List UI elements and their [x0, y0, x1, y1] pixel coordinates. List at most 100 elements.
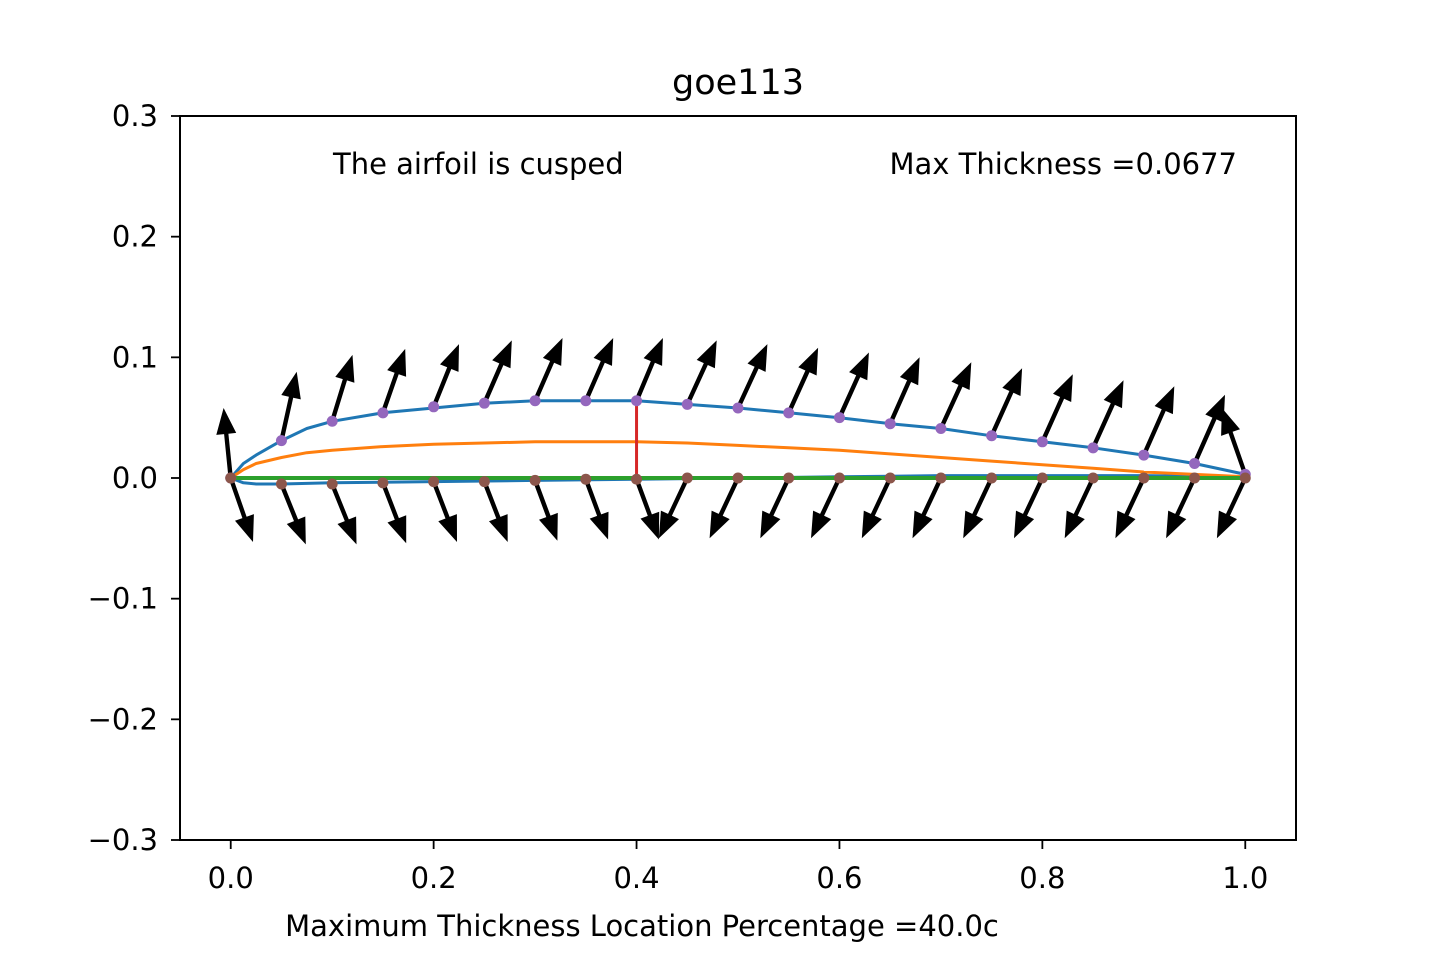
- cusped-annotation: The airfoil is cusped: [332, 147, 624, 181]
- lower-normal-arrow: [380, 482, 407, 544]
- series-line-1: [229, 440, 1246, 480]
- lower-point: [1138, 472, 1150, 484]
- upper-normal-arrow: [482, 340, 512, 405]
- lower-normal-arrow: [811, 477, 842, 539]
- x-tick-label: 0.8: [1019, 861, 1065, 895]
- y-tick-label: 0.0: [112, 461, 158, 495]
- upper-normal-arrow: [380, 348, 407, 414]
- upper-point: [783, 407, 795, 419]
- lower-point: [326, 478, 338, 490]
- lower-point: [275, 478, 287, 490]
- lower-point: [478, 476, 490, 488]
- lower-normal-arrow: [431, 480, 457, 542]
- upper-normal-arrow: [533, 338, 563, 402]
- lower-normal-arrow: [1216, 477, 1248, 539]
- upper-point: [986, 430, 998, 442]
- lower-normal-arrow: [963, 477, 994, 539]
- lower-point: [935, 472, 947, 484]
- lower-normal-arrow: [658, 477, 690, 539]
- upper-normal-arrow: [989, 368, 1023, 437]
- lower-normal-arrow: [1115, 477, 1146, 539]
- x-tick-label: 0.4: [613, 861, 659, 895]
- lower-point: [1189, 472, 1201, 484]
- upper-point: [580, 395, 592, 407]
- upper-point: [377, 407, 389, 419]
- lower-normal-arrow: [861, 477, 893, 539]
- x-tick-label: 0.6: [816, 861, 862, 895]
- upper-point: [631, 395, 643, 407]
- lower-point: [1239, 472, 1251, 484]
- upper-point: [326, 415, 338, 427]
- x-tick-label: 0.0: [208, 861, 254, 895]
- lower-normal-arrow: [912, 477, 943, 539]
- upper-point: [833, 412, 845, 424]
- ticks: 0.0 0.2 0.4 0.6 0.8 1.0 −0.3 −0.2 −0.1 0.0 0.1 0.2 0…: [88, 99, 1269, 895]
- upper-point: [1087, 442, 1099, 454]
- upper-normal-arrow: [279, 371, 301, 442]
- y-tick-label: −0.1: [88, 582, 158, 616]
- lower-normal-arrow: [1064, 477, 1096, 539]
- lower-normal-arrow: [228, 477, 254, 542]
- lower-point: [580, 473, 592, 485]
- upper-point: [428, 401, 440, 413]
- lower-normal-arrow: [482, 480, 508, 542]
- lower-point: [377, 477, 389, 489]
- lower-point: [681, 472, 693, 484]
- x-tick-label: 0.2: [411, 861, 457, 895]
- lower-normal-arrow: [709, 477, 740, 539]
- upper-normal-arrow: [330, 354, 355, 422]
- x-axis-label: Maximum Thickness Location Percentage =4…: [285, 909, 999, 943]
- lower-point: [986, 472, 998, 484]
- upper-point: [884, 418, 896, 430]
- upper-normal-arrow: [583, 338, 614, 402]
- y-tick-label: 0.2: [112, 220, 158, 254]
- lower-normal-arrow: [279, 483, 306, 545]
- lower-point: [428, 476, 440, 488]
- lower-point: [225, 472, 237, 484]
- upper-point: [275, 435, 287, 447]
- lower-point: [884, 472, 896, 484]
- upper-point: [732, 402, 744, 414]
- upper-normal-arrow: [216, 408, 237, 479]
- upper-point: [681, 398, 693, 410]
- x-tick-label: 1.0: [1222, 861, 1268, 895]
- upper-point: [1036, 436, 1048, 448]
- upper-normal-arrow: [736, 344, 768, 409]
- upper-point: [935, 423, 947, 435]
- upper-point: [1138, 449, 1150, 461]
- upper-normal-arrow: [938, 362, 972, 430]
- upper-normal-arrow: [786, 347, 819, 414]
- upper-point: [1189, 458, 1201, 470]
- lower-normal-arrow: [1166, 477, 1197, 539]
- lower-normal-arrow: [760, 477, 791, 539]
- lower-point: [1087, 472, 1099, 484]
- lower-point: [783, 472, 795, 484]
- lower-normal-arrow: [533, 479, 558, 541]
- plot-content: [216, 338, 1251, 545]
- upper-normal-arrow: [1091, 380, 1124, 449]
- lower-point: [732, 472, 744, 484]
- lower-normal-arrow: [330, 483, 357, 545]
- upper-normal-arrow: [1221, 408, 1248, 476]
- upper-normal-arrow: [634, 338, 663, 402]
- upper-normal-arrow: [837, 352, 869, 419]
- upper-normal-arrow: [431, 344, 459, 408]
- upper-normal-arrow: [1141, 386, 1175, 456]
- upper-normal-arrow: [888, 357, 920, 425]
- upper-normal-arrow: [1192, 394, 1225, 465]
- y-tick-label: 0.3: [112, 99, 158, 133]
- upper-point: [478, 397, 490, 409]
- upper-point: [529, 395, 541, 407]
- lower-point: [1036, 472, 1048, 484]
- lower-point: [833, 472, 845, 484]
- y-tick-label: −0.2: [88, 702, 158, 736]
- y-tick-label: −0.3: [88, 823, 158, 857]
- lower-normal-arrow: [634, 478, 660, 540]
- upper-normal-arrow: [1040, 374, 1073, 443]
- max-thickness-annotation: Max Thickness =0.0677: [890, 147, 1238, 181]
- lower-normal-arrow: [1014, 477, 1045, 539]
- lower-point: [529, 474, 541, 486]
- chart-title: goe113: [672, 63, 804, 103]
- lower-normal-arrow: [583, 478, 609, 540]
